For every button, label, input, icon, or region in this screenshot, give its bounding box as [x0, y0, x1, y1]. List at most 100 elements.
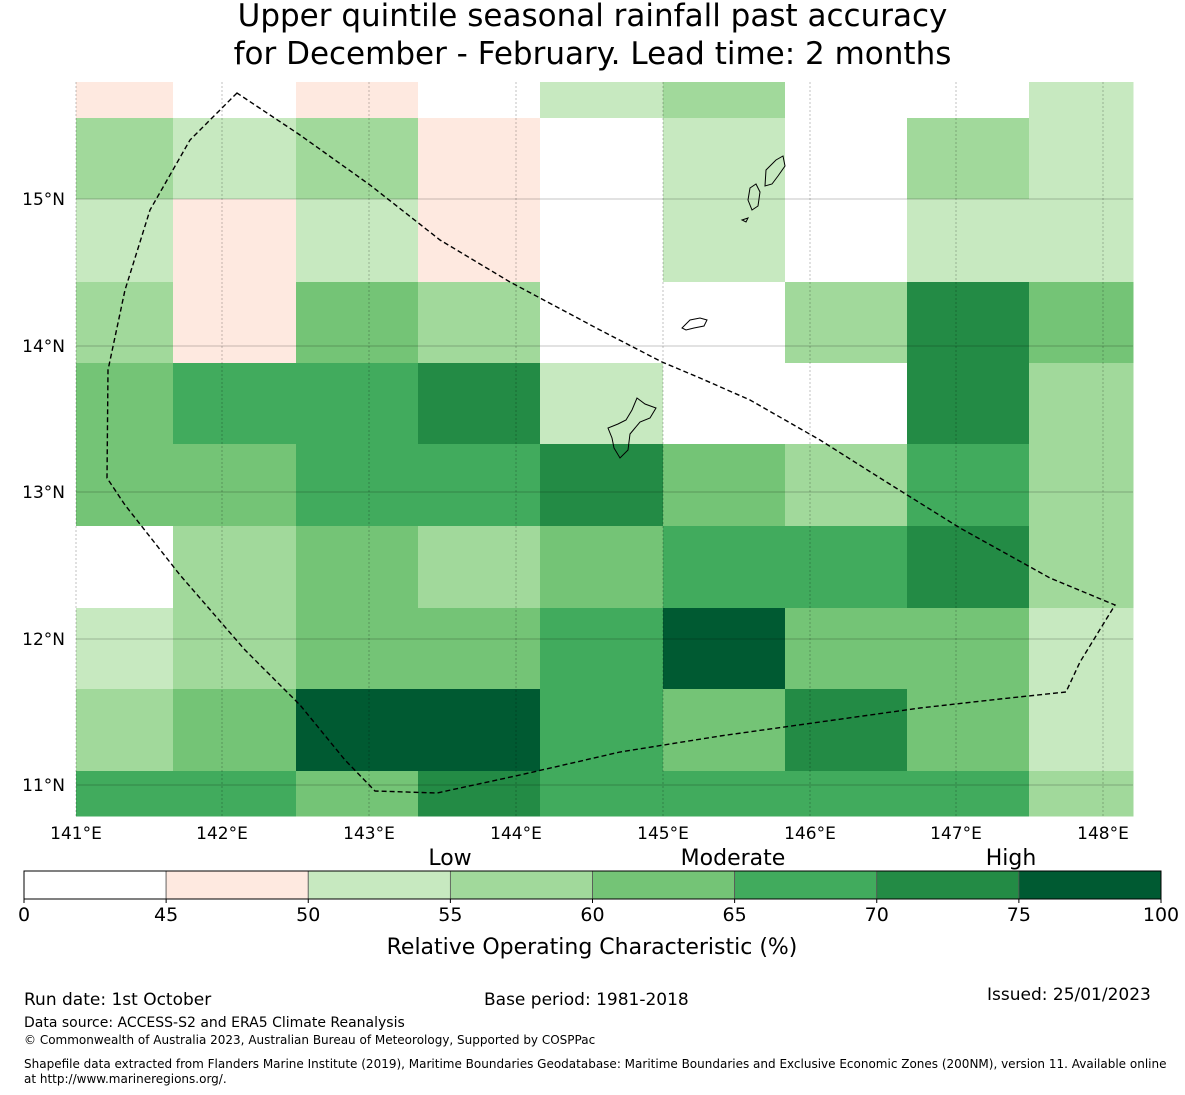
grid-cell-r6-c6 [785, 526, 908, 609]
grid-cell-r8-c5 [663, 689, 786, 772]
grid-cell-r0-c1 [173, 82, 297, 119]
colorbar-tick-label-5: 65 [723, 904, 747, 926]
grid-cell-r2-c4 [540, 199, 664, 283]
grid-cell-r1-c0 [76, 118, 174, 200]
grid-cell-r0-c7 [907, 82, 1030, 119]
colorbar-swatch-2 [307, 870, 451, 900]
grid-cell-r1-c8 [1029, 118, 1134, 200]
grid-cell-r5-c2 [296, 444, 419, 527]
colorbar-tick-label-4: 60 [580, 904, 604, 926]
grid-cell-r8-c1 [173, 689, 297, 772]
colorbar-swatch-0 [23, 870, 167, 900]
island-anatahan-tinian [747, 183, 761, 211]
island-small [740, 217, 749, 223]
grid-cell-r9-c7 [907, 771, 1030, 817]
grid-cell-r7-c1 [173, 608, 297, 690]
grid-cell-r6-c2 [296, 526, 419, 609]
grid-cell-r2-c8 [1029, 199, 1134, 283]
grid-cell-r1-c3 [418, 118, 541, 200]
grid-cell-r7-c0 [76, 608, 174, 690]
grid-cell-r1-c2 [296, 118, 419, 200]
grid-cell-r0-c4 [540, 82, 664, 119]
colorbar-category-moderate: Moderate [681, 846, 786, 871]
grid-cell-r7-c4 [540, 608, 664, 690]
grid-cell-r9-c8 [1029, 771, 1134, 817]
grid-cell-r5-c8 [1029, 444, 1134, 527]
grid-cell-r5-c6 [785, 444, 908, 527]
grid-cell-r7-c8 [1029, 608, 1134, 690]
colorbar-swatch-1 [165, 870, 309, 900]
lon-label-7: 148°E [1077, 824, 1129, 844]
grid-cell-r4-c6 [785, 363, 908, 445]
grid-cell-r5-c5 [663, 444, 786, 527]
data-source: Data source: ACCESS-S2 and ERA5 Climate … [24, 1015, 405, 1031]
grid-cell-r3-c7 [907, 282, 1030, 364]
roc-grid [76, 82, 1134, 817]
lon-label-6: 147°E [930, 824, 982, 844]
grid-cell-r5-c0 [76, 444, 174, 527]
colorbar-tick-label-2: 50 [296, 904, 320, 926]
shapefile-credit-line-2: at http://www.marineregions.org/. [24, 1072, 227, 1086]
lon-label-2: 143°E [343, 824, 395, 844]
grid-cell-r4-c7 [907, 363, 1030, 445]
colorbar-category-high: High [986, 846, 1037, 871]
eez-boundary [106, 92, 1117, 794]
lon-label-0: 141°E [50, 824, 102, 844]
grid-cell-r0-c0 [76, 82, 174, 119]
grid-cell-r4-c4 [540, 363, 664, 445]
grid-cell-r1-c6 [785, 118, 908, 200]
latitude-labels: 15°N 14°N 13°N 12°N 11°N [22, 190, 65, 796]
grid-cell-r6-c7 [907, 526, 1030, 609]
base-period: Base period: 1981-2018 [484, 990, 689, 1010]
lat-lon-gridlines [75, 82, 1133, 816]
lat-label-1: 14°N [22, 337, 65, 357]
grid-cell-r0-c8 [1029, 82, 1134, 119]
grid-cell-r9-c6 [785, 771, 908, 817]
grid-cell-r4-c0 [76, 363, 174, 445]
grid-cell-r3-c6 [785, 282, 908, 364]
grid-cell-r9-c0 [76, 771, 174, 817]
grid-cell-r3-c8 [1029, 282, 1134, 364]
grid-cell-r2-c5 [663, 199, 786, 283]
grid-cell-r3-c3 [418, 282, 541, 364]
grid-cell-r3-c1 [173, 282, 297, 364]
grid-cell-r4-c1 [173, 363, 297, 445]
grid-cell-r8-c8 [1029, 689, 1134, 772]
lon-label-1: 142°E [196, 824, 248, 844]
colorbar-swatch-4 [592, 870, 736, 900]
colorbar-tick-label-0: 0 [18, 904, 30, 926]
lon-label-3: 144°E [490, 824, 542, 844]
colorbar [23, 870, 1162, 900]
grid-cell-r8-c6 [785, 689, 908, 772]
grid-cell-r5-c4 [540, 444, 664, 527]
grid-cell-r1-c4 [540, 118, 664, 200]
grid-cell-r8-c4 [540, 689, 664, 772]
chart-title-line-1: Upper quintile seasonal rainfall past ac… [237, 0, 948, 34]
grid-cell-r1-c5 [663, 118, 786, 200]
grid-cell-r8-c2 [296, 689, 419, 772]
grid-cell-r7-c2 [296, 608, 419, 690]
island-saipan [764, 155, 786, 187]
grid-cell-r6-c0 [76, 526, 174, 609]
grid-cell-r4-c3 [418, 363, 541, 445]
colorbar-category-low: Low [428, 846, 471, 871]
grid-cell-r0-c6 [785, 82, 908, 119]
grid-cell-r9-c1 [173, 771, 297, 817]
lon-label-4: 145°E [637, 824, 689, 844]
grid-cell-r2-c2 [296, 199, 419, 283]
colorbar-tick-label-7: 75 [1007, 904, 1031, 926]
island-rota [681, 317, 708, 331]
grid-cell-r2-c6 [785, 199, 908, 283]
grid-cell-r6-c3 [418, 526, 541, 609]
grid-cell-r7-c5 [663, 608, 786, 690]
lon-label-5: 146°E [784, 824, 836, 844]
colorbar-tick-label-6: 70 [865, 904, 889, 926]
grid-cell-r6-c8 [1029, 526, 1134, 609]
issued-date: Issued: 25/01/2023 [987, 985, 1151, 1005]
grid-cell-r5-c3 [418, 444, 541, 527]
lat-label-4: 11°N [22, 776, 65, 796]
colorbar-tick-label-3: 55 [438, 904, 462, 926]
grid-cell-r3-c2 [296, 282, 419, 364]
grid-cell-r0-c3 [418, 82, 541, 119]
grid-cell-r8-c0 [76, 689, 174, 772]
